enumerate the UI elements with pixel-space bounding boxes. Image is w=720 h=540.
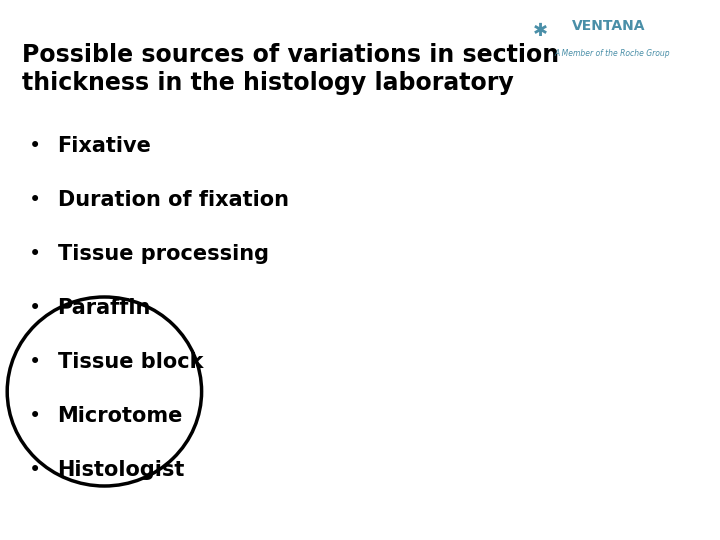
Text: Fixative: Fixative bbox=[58, 136, 151, 156]
Text: VENTANA: VENTANA bbox=[572, 19, 646, 33]
Text: ✱: ✱ bbox=[532, 22, 548, 39]
Text: Tissue processing: Tissue processing bbox=[58, 244, 269, 264]
Text: Histologist: Histologist bbox=[58, 460, 185, 480]
Text: Paraffin: Paraffin bbox=[58, 298, 151, 318]
Text: Possible sources of variations in section
thickness in the histology laboratory: Possible sources of variations in sectio… bbox=[22, 43, 559, 95]
Text: •: • bbox=[29, 136, 41, 156]
Text: •: • bbox=[29, 406, 41, 426]
Text: •: • bbox=[29, 298, 41, 318]
Text: •: • bbox=[29, 460, 41, 480]
Text: Microtome: Microtome bbox=[58, 406, 183, 426]
Text: •: • bbox=[29, 244, 41, 264]
Text: •: • bbox=[29, 190, 41, 210]
Text: •: • bbox=[29, 352, 41, 372]
Text: Duration of fixation: Duration of fixation bbox=[58, 190, 289, 210]
Text: A Member of the Roche Group: A Member of the Roche Group bbox=[554, 49, 670, 58]
Text: Tissue block: Tissue block bbox=[58, 352, 203, 372]
